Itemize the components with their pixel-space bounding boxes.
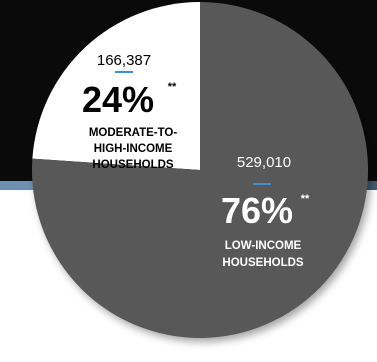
low-income-accent-dash [253, 183, 271, 185]
moderate-high-count: 166,387 [97, 52, 151, 69]
pie-slice-low-income [32, 2, 369, 338]
moderate-high-percent: 24% [82, 79, 154, 120]
low-income-label-line-1: LOW-INCOME [225, 240, 302, 252]
low-income-count: 529,010 [237, 154, 291, 171]
moderate-high-label-line-3: HOUSEHOLDS [92, 159, 173, 171]
pie-slices [32, 2, 369, 338]
low-income-label-line-2: HOUSEHOLDS [222, 257, 303, 269]
low-income-footnote: ** [301, 193, 310, 205]
slice-label-low-income: 529,010 76% ** LOW-INCOME HOUSEHOLDS [221, 154, 310, 269]
slice-label-moderate-high: 166,387 24% ** MODERATE-TO- HIGH-INCOME … [82, 52, 177, 171]
pie-slice-moderate-high-income [32, 2, 201, 170]
moderate-high-label-line-1: MODERATE-TO- [89, 127, 178, 139]
moderate-high-accent-dash [115, 71, 133, 73]
moderate-high-footnote: ** [168, 81, 177, 93]
moderate-high-label-line-2: HIGH-INCOME [94, 143, 173, 155]
low-income-percent: 76% [221, 190, 293, 231]
